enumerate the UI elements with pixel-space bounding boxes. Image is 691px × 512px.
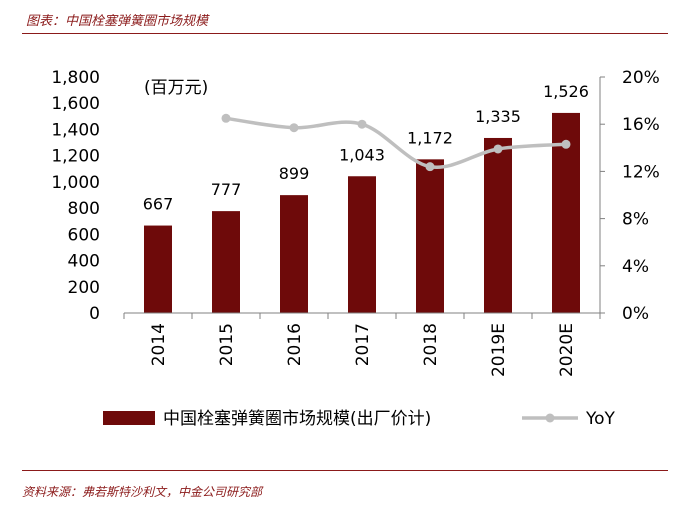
y-tick-label: 200 <box>68 278 100 298</box>
bar <box>348 176 376 313</box>
y2-tick-label: 20% <box>622 68 660 88</box>
bar <box>212 211 240 313</box>
bar <box>280 195 308 313</box>
bar <box>416 159 444 313</box>
y-tick-label: 1,000 <box>51 173 100 193</box>
y2-tick-label: 16% <box>622 115 660 135</box>
bar-value-label: 1,335 <box>475 107 521 126</box>
y-tick-label: 600 <box>68 225 100 245</box>
legend-swatch-bars <box>103 411 155 425</box>
yoy-point <box>493 144 503 154</box>
source-note: 资料来源：弗若斯特沙利文，中金公司研究部 <box>22 485 263 499</box>
legend-label-bars: 中国栓塞弹簧圈市场规模(出厂价计) <box>163 409 431 429</box>
y-tick-label: 1,600 <box>51 94 100 114</box>
bar <box>144 225 172 313</box>
bar-value-label: 777 <box>211 180 242 199</box>
y2-tick-label: 0% <box>622 304 649 324</box>
legend-label-line: YoY <box>585 409 616 429</box>
unit-label: (百万元) <box>144 78 208 98</box>
x-tick-label: 2015 <box>217 323 237 366</box>
yoy-point <box>289 123 299 133</box>
yoy-point <box>425 162 435 172</box>
yoy-point <box>357 119 367 129</box>
x-tick-label: 2019E <box>489 323 509 377</box>
bar-value-label: 899 <box>279 164 310 183</box>
bar <box>484 137 512 313</box>
x-tick-label: 2016 <box>285 323 305 366</box>
bar-value-label: 667 <box>143 195 174 214</box>
y-tick-label: 1,800 <box>51 68 100 88</box>
x-tick-label: 2014 <box>149 323 169 366</box>
source-rule <box>22 470 668 471</box>
x-tick-label: 2017 <box>353 323 373 366</box>
y-tick-label: 1,200 <box>51 147 100 167</box>
title-rule <box>22 33 668 34</box>
x-tick-label: 2018 <box>421 323 441 366</box>
y-tick-label: 1,400 <box>51 120 100 140</box>
y-tick-label: 400 <box>68 252 100 272</box>
y-tick-label: 0 <box>89 304 100 324</box>
y2-tick-label: 12% <box>622 162 660 182</box>
figure-title: 图表：中国栓塞弹簧圈市场规模 <box>26 14 209 29</box>
bar-value-label: 1,526 <box>543 82 589 101</box>
bar-value-label: 1,172 <box>407 128 453 147</box>
yoy-line <box>225 116 567 170</box>
y2-tick-label: 8% <box>622 210 649 230</box>
legend-marker-line <box>545 413 555 423</box>
x-tick-label: 2020E <box>557 323 577 377</box>
y-tick-label: 800 <box>68 199 100 219</box>
bar-value-label: 1,043 <box>339 145 385 164</box>
y2-tick-label: 4% <box>622 257 649 277</box>
yoy-point <box>561 139 571 149</box>
yoy-point <box>221 113 231 123</box>
